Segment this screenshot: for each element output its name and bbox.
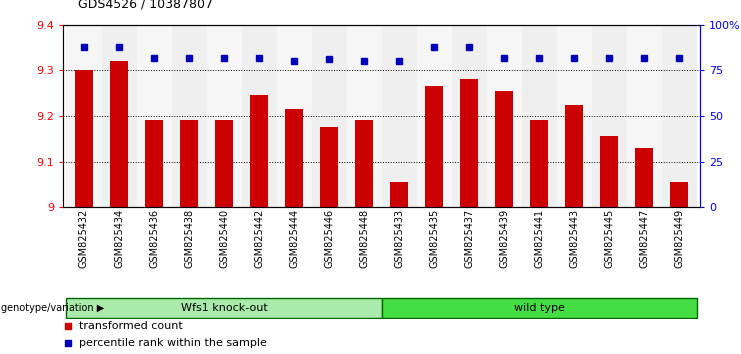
Text: GSM825434: GSM825434: [114, 209, 124, 268]
Text: GDS4526 / 10387807: GDS4526 / 10387807: [78, 0, 213, 11]
Bar: [102, 25, 136, 207]
Bar: [180, 120, 198, 207]
Bar: [382, 25, 416, 207]
Text: percentile rank within the sample: percentile rank within the sample: [79, 338, 267, 348]
Text: GSM825443: GSM825443: [569, 209, 579, 268]
Bar: [110, 61, 127, 207]
Bar: [565, 104, 583, 207]
Bar: [460, 79, 478, 207]
Bar: [76, 70, 93, 207]
Bar: [276, 25, 311, 207]
Bar: [311, 25, 347, 207]
Bar: [592, 25, 627, 207]
Bar: [671, 182, 688, 207]
Text: GSM825441: GSM825441: [534, 209, 544, 268]
Bar: [320, 127, 338, 207]
Text: GSM825447: GSM825447: [639, 209, 649, 268]
Bar: [627, 25, 662, 207]
Bar: [67, 25, 102, 207]
Text: GSM825442: GSM825442: [254, 209, 264, 268]
Bar: [425, 86, 443, 207]
Text: GSM825432: GSM825432: [79, 209, 89, 268]
Bar: [522, 25, 556, 207]
Text: GSM825438: GSM825438: [184, 209, 194, 268]
Bar: [285, 109, 303, 207]
Text: GSM825449: GSM825449: [674, 209, 684, 268]
Bar: [171, 25, 207, 207]
Text: wild type: wild type: [514, 303, 565, 313]
Bar: [391, 182, 408, 207]
Bar: [347, 25, 382, 207]
Bar: [207, 25, 242, 207]
Text: GSM825436: GSM825436: [149, 209, 159, 268]
Bar: [452, 25, 487, 207]
Text: GSM825437: GSM825437: [464, 209, 474, 268]
Bar: [556, 25, 592, 207]
Text: GSM825440: GSM825440: [219, 209, 229, 268]
Bar: [250, 96, 268, 207]
Text: transformed count: transformed count: [79, 321, 183, 331]
Text: genotype/variation ▶: genotype/variation ▶: [1, 303, 104, 313]
Bar: [600, 136, 618, 207]
Bar: [496, 91, 513, 207]
Bar: [662, 25, 697, 207]
Bar: [356, 120, 373, 207]
Text: GSM825439: GSM825439: [499, 209, 509, 268]
Bar: [136, 25, 171, 207]
Bar: [242, 25, 276, 207]
Text: Wfs1 knock-out: Wfs1 knock-out: [181, 303, 268, 313]
FancyBboxPatch shape: [382, 298, 697, 318]
Text: GSM825446: GSM825446: [324, 209, 334, 268]
Text: GSM825445: GSM825445: [604, 209, 614, 268]
Text: GSM825444: GSM825444: [289, 209, 299, 268]
FancyBboxPatch shape: [67, 298, 382, 318]
Bar: [216, 120, 233, 207]
Bar: [531, 120, 548, 207]
Text: GSM825435: GSM825435: [429, 209, 439, 268]
Text: GSM825433: GSM825433: [394, 209, 404, 268]
Bar: [145, 120, 163, 207]
Bar: [636, 148, 653, 207]
Bar: [487, 25, 522, 207]
Bar: [416, 25, 452, 207]
Text: GSM825448: GSM825448: [359, 209, 369, 268]
